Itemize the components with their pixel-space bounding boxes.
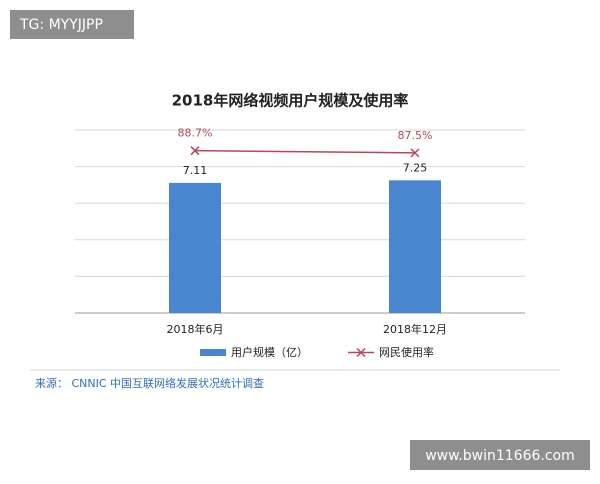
footer-watermark-box — [410, 440, 590, 470]
line-marker — [410, 148, 420, 158]
chart-title: 2018年网络视频用户规模及使用率 — [172, 92, 409, 110]
bar-value-label: 7.25 — [403, 161, 428, 174]
line-marker — [190, 146, 200, 156]
line — [194, 149, 416, 154]
x-tick-label: 2018年12月 — [383, 322, 447, 336]
legend-label: 网民使用率 — [379, 345, 434, 359]
watermark: TG: MYYJJPP — [19, 17, 103, 33]
legend-label: 用户规模（亿） — [231, 345, 308, 359]
footer-watermark: www.bwin11666.com — [425, 448, 575, 464]
source: 来源： CNNIC 中国互联网络发展状况统计调查 — [35, 376, 264, 390]
legend-marker — [356, 347, 366, 358]
x-tick-label: 2018年6月 — [167, 322, 224, 336]
bar-value-label: 7.11 — [183, 164, 208, 177]
bar — [169, 182, 221, 313]
watermark-box — [10, 10, 134, 39]
line-value-label: 88.7% — [178, 127, 213, 140]
bar — [389, 180, 441, 313]
legend-swatch — [200, 349, 226, 356]
line-value-label: 87.5% — [398, 129, 433, 142]
